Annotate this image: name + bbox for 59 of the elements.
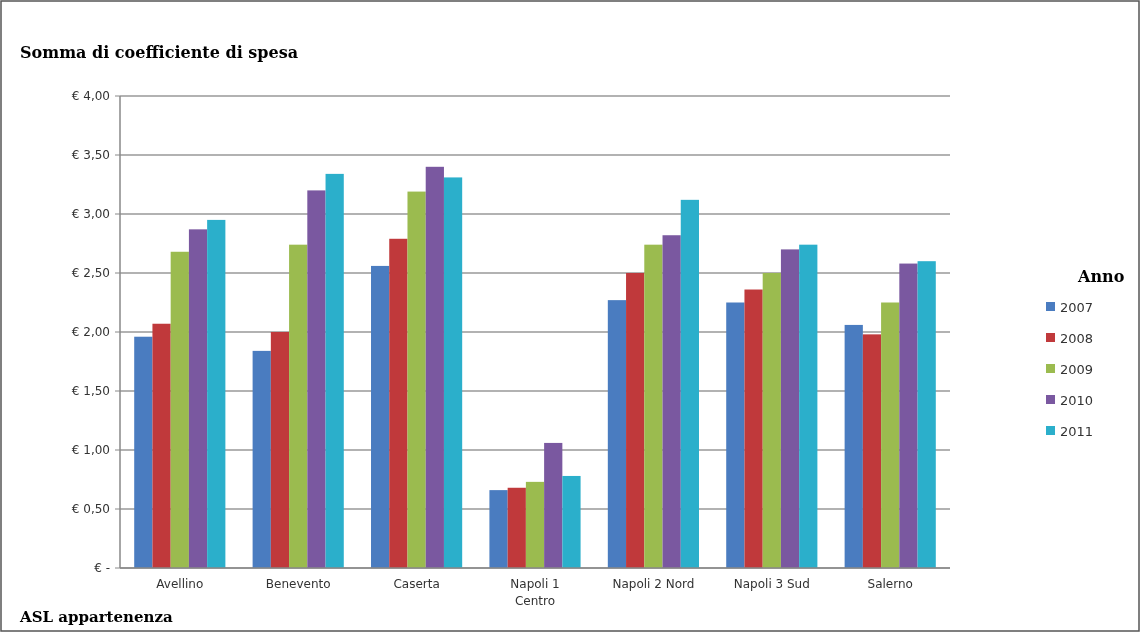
bar — [562, 475, 581, 568]
bar — [307, 190, 326, 568]
bar — [662, 235, 681, 568]
bar — [899, 263, 918, 568]
bar — [744, 289, 763, 568]
legend-title: Anno — [1077, 267, 1125, 286]
bar — [726, 302, 745, 568]
bar — [607, 300, 627, 568]
bar — [443, 177, 463, 568]
bar — [680, 199, 699, 568]
bar — [507, 487, 526, 568]
bar — [170, 251, 189, 568]
x-tick-label: Benevento — [265, 577, 331, 591]
y-tick-label: € 3,50 — [71, 148, 110, 163]
legend-label: 2011 — [1060, 423, 1094, 439]
bar — [762, 273, 781, 568]
bar — [799, 244, 818, 568]
bar — [425, 166, 444, 568]
bar — [389, 238, 408, 568]
bar — [917, 261, 936, 568]
legend-label: 2010 — [1060, 392, 1094, 408]
bar — [626, 273, 645, 568]
bar — [134, 336, 153, 568]
legend-label: 2007 — [1060, 299, 1094, 315]
chart-title: Somma di coefficiente di spesa — [20, 43, 299, 62]
legend-label: 2009 — [1060, 361, 1094, 377]
bar — [780, 249, 800, 568]
y-tick-label: € 1,50 — [71, 384, 110, 399]
bar — [152, 323, 171, 568]
x-tick-label: Napoli 1 Centro — [510, 577, 560, 608]
y-tick-label: € 2,00 — [71, 325, 110, 340]
bar — [644, 244, 663, 568]
y-tick-label: € - — [94, 561, 110, 576]
x-tick-label: Napoli 2 Nord — [612, 577, 695, 591]
y-tick-label: € 2,50 — [71, 266, 110, 281]
bar — [270, 332, 290, 568]
x-tick-label: Napoli 3 Sud — [733, 577, 810, 591]
legend-label: 2008 — [1060, 330, 1094, 346]
x-tick-label: Avellino — [156, 577, 204, 591]
bar — [489, 490, 508, 568]
bar — [544, 442, 563, 568]
bar — [325, 173, 344, 568]
bar — [188, 229, 208, 568]
y-tick-label: € 1,00 — [71, 443, 110, 458]
bar — [289, 244, 308, 568]
y-tick-label: € 3,00 — [71, 207, 110, 222]
x-tick-label: Salerno — [867, 577, 913, 591]
x-tick-label: Caserta — [393, 577, 440, 591]
bar — [525, 481, 545, 568]
bar — [844, 324, 863, 568]
bar — [371, 265, 390, 568]
y-tick-label: € 0,50 — [71, 502, 110, 517]
bar — [862, 334, 882, 568]
y-tick-label: € 4,00 — [71, 89, 110, 104]
bar — [207, 219, 226, 568]
bar — [407, 191, 426, 568]
bar — [252, 350, 271, 568]
x-axis-title: ASL appartenenza — [19, 608, 173, 626]
bar — [881, 302, 900, 568]
